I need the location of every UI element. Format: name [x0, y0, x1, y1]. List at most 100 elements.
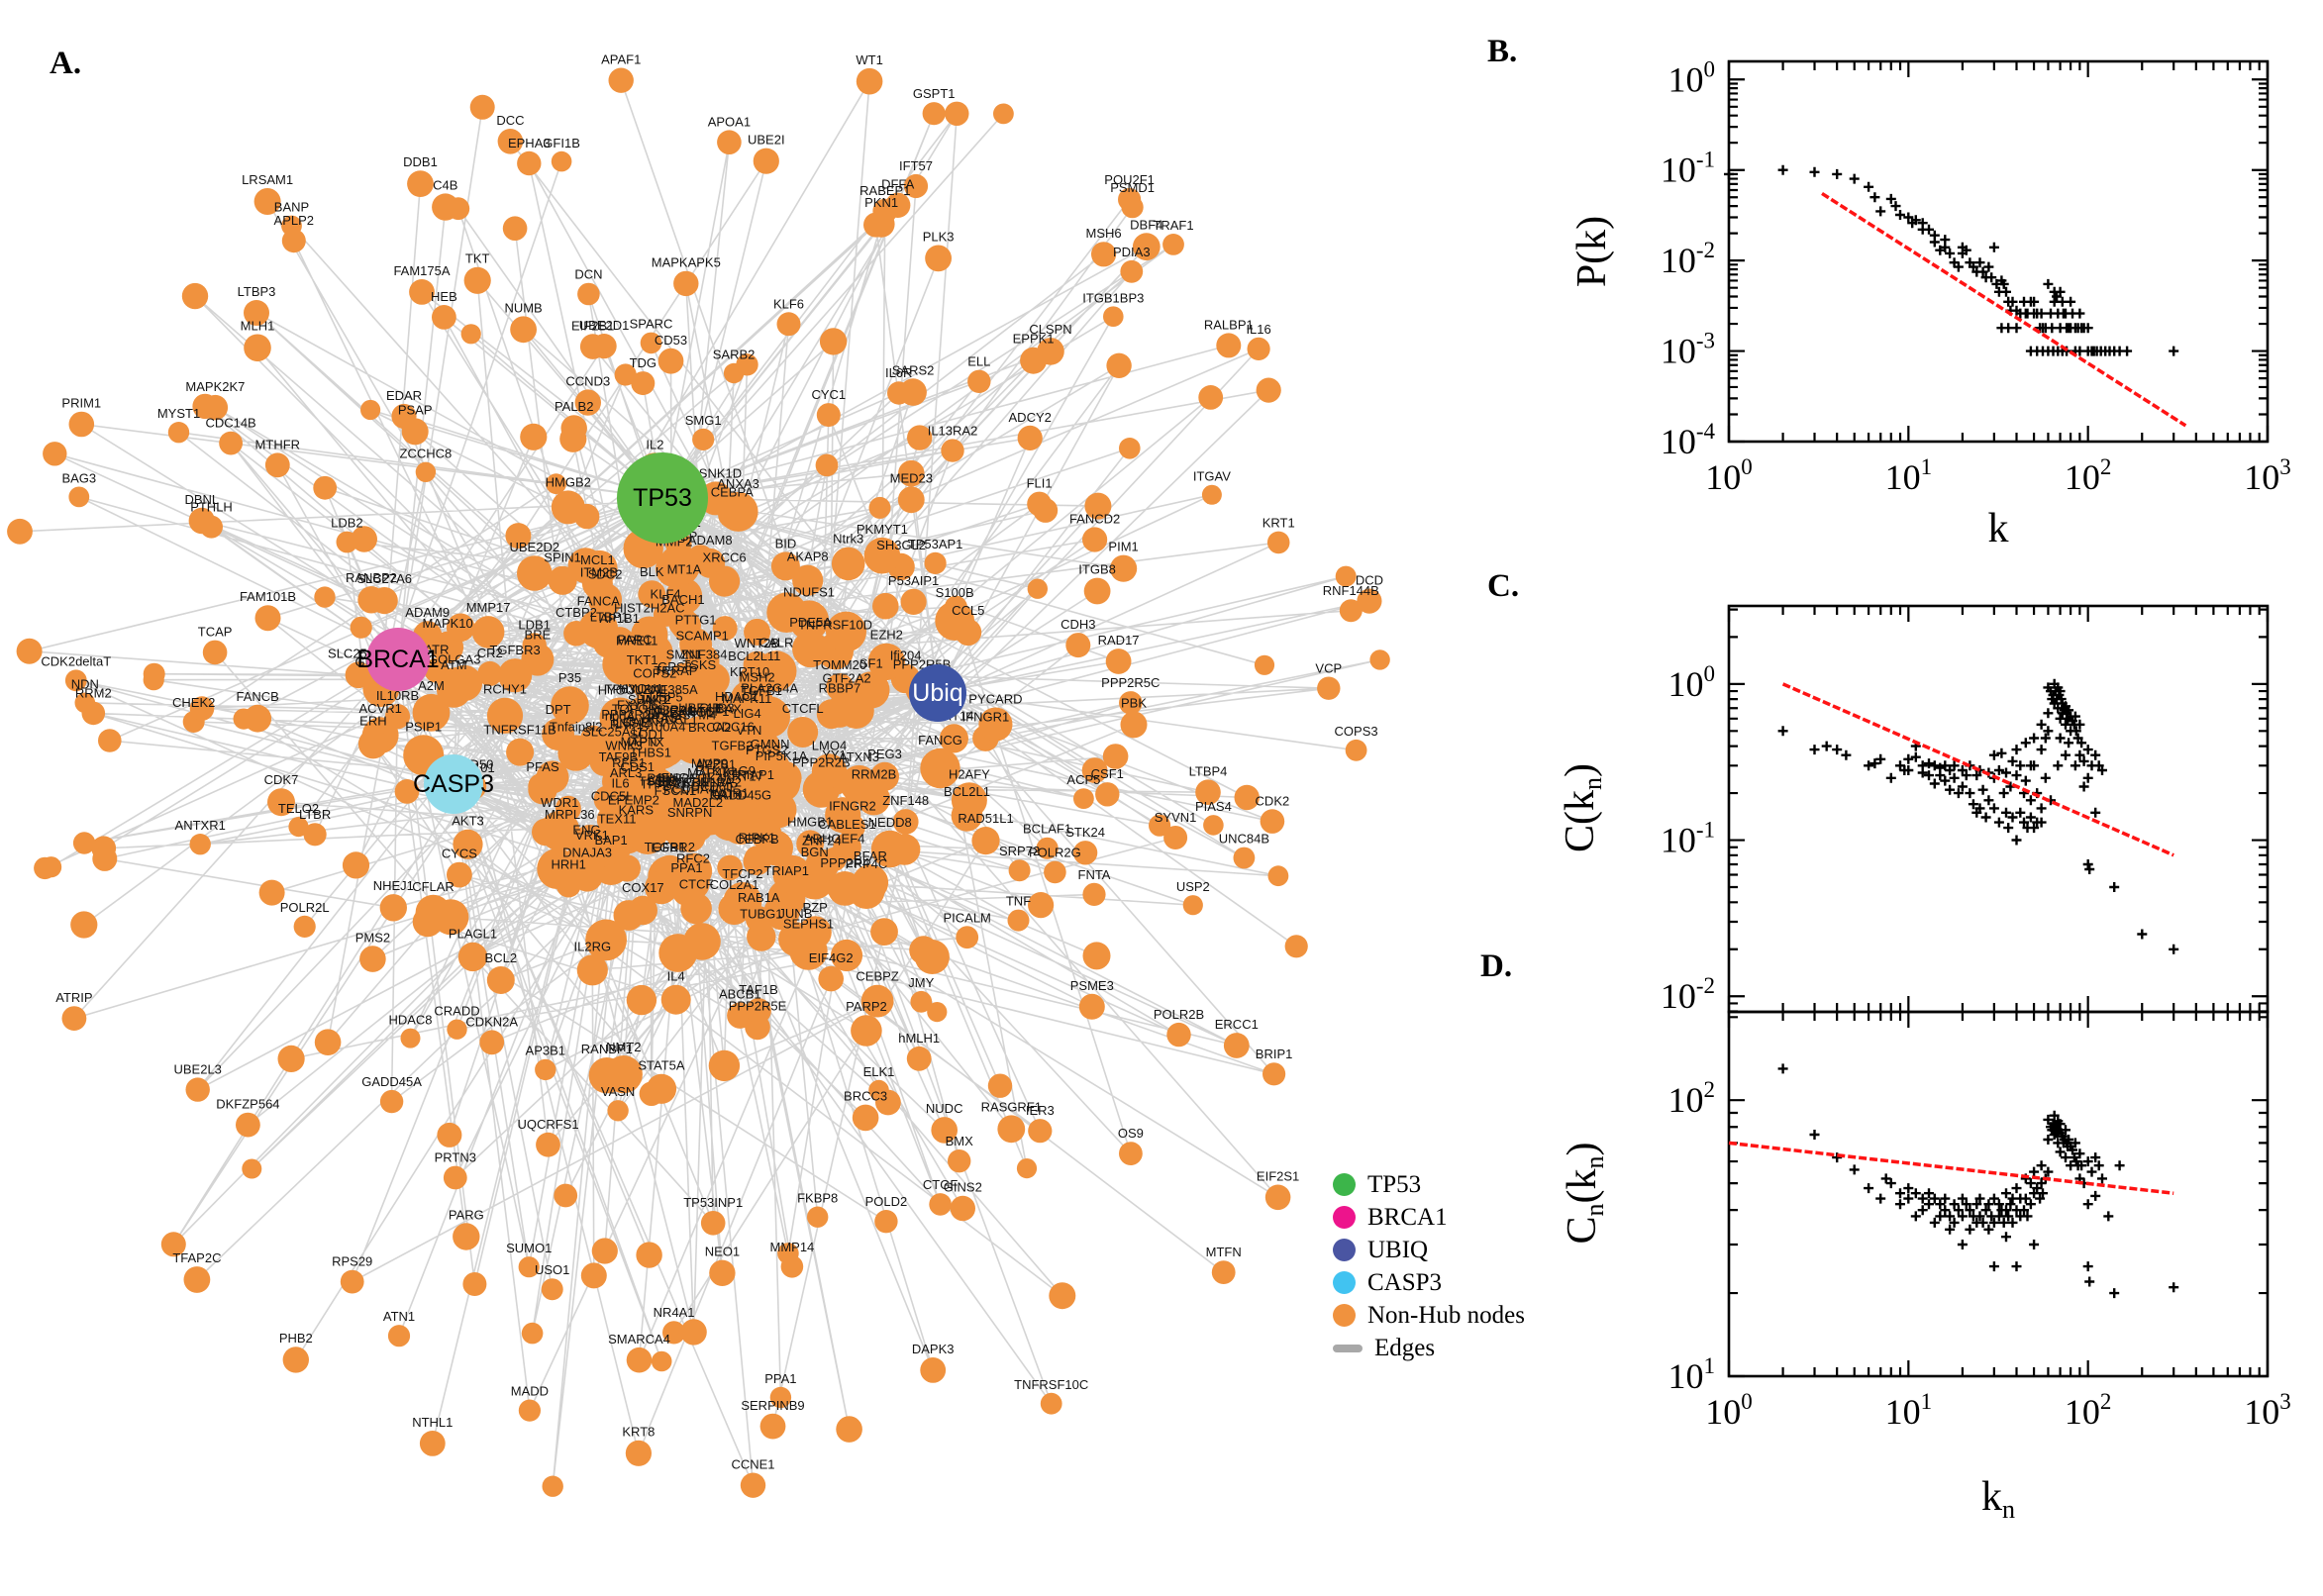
legend: TP53 BRCA1 UBIQ CASP3 Non-Hub nodes Edge…	[1333, 1168, 1525, 1364]
node-label: BAX	[716, 702, 742, 717]
node-label: LMO4	[812, 738, 847, 752]
node-label: IFNGR2	[829, 799, 876, 814]
network-node	[816, 403, 841, 428]
axis-label-k-text: k	[1987, 506, 2009, 551]
node-label: RBBP7	[819, 681, 861, 696]
network-node	[870, 918, 898, 946]
network-node	[517, 555, 553, 591]
node-label: TFCP2	[722, 866, 762, 881]
network-hubs: TP53 BRCA1 Ubiq CASP3	[356, 452, 966, 814]
network-node	[1121, 196, 1144, 219]
network-node	[813, 760, 843, 789]
network-node	[1065, 633, 1091, 658]
network-node	[559, 425, 587, 452]
network-node	[1262, 1062, 1286, 1086]
node-label: PMS2	[355, 930, 390, 945]
network-node	[189, 834, 211, 855]
network-node	[634, 632, 658, 656]
network-node	[432, 305, 456, 330]
node-label: FSCN1	[655, 783, 697, 798]
network-node	[700, 1211, 726, 1236]
network-node	[815, 453, 839, 477]
node-label: S100A4	[640, 720, 685, 735]
network-node	[357, 729, 388, 759]
network-node	[357, 586, 385, 614]
node-label: DCN	[574, 267, 602, 282]
node-label: TKT1	[627, 652, 658, 667]
network-node	[1201, 484, 1222, 505]
node-label: CCL1	[664, 713, 697, 728]
network-node	[692, 428, 715, 450]
network-node	[704, 761, 742, 799]
tp53-dot-icon	[1333, 1173, 1356, 1196]
network-node	[61, 1006, 87, 1031]
axis-tick-label: 10-2	[1661, 973, 1715, 1016]
network-node	[462, 1272, 487, 1296]
node-label: P53AIP1	[888, 573, 939, 588]
network-node	[313, 475, 338, 500]
node-label: KRT1	[1262, 516, 1295, 531]
network-node	[463, 266, 491, 294]
network-node	[887, 381, 911, 405]
node-label: TGFB2	[712, 738, 754, 752]
node-label: TGFBR2	[645, 840, 695, 854]
node-label: TGFBR3	[489, 643, 540, 657]
scatter-points	[1777, 678, 2179, 954]
node-label: PTTG1	[675, 612, 717, 627]
network-node	[739, 663, 770, 695]
network-node	[528, 772, 555, 800]
network-node	[202, 640, 228, 665]
node-label: ANTXR1	[175, 818, 226, 833]
axis-tick-label: 10-2	[1661, 238, 1715, 280]
network-node	[1044, 860, 1066, 884]
node-label: RALBP1	[1204, 318, 1254, 333]
network-node	[479, 1030, 505, 1055]
axis-tick-label: 10-3	[1661, 329, 1715, 371]
node-label: SCAMP1	[675, 629, 728, 644]
node-label: TAF1B	[739, 982, 778, 997]
network-node	[950, 1195, 975, 1222]
network-node	[74, 692, 96, 714]
network-node	[657, 348, 684, 374]
node-label: TSKS	[682, 657, 716, 672]
node-label: NDN	[71, 677, 99, 692]
axis-tick-label: 103	[2244, 454, 2291, 497]
node-label: SF1	[859, 655, 883, 670]
node-label: MYST1	[157, 406, 200, 421]
network-node	[554, 1183, 578, 1208]
network-node	[626, 1347, 653, 1373]
network-node	[457, 942, 488, 972]
node-label: EIF4G2	[809, 950, 854, 965]
node-label: BANP	[274, 200, 309, 215]
node-label: GTF2A2	[823, 670, 871, 685]
network-node	[825, 797, 861, 834]
network-node	[927, 1002, 948, 1023]
node-label: VCP	[1315, 661, 1342, 676]
network-node	[671, 675, 702, 706]
hub-node-brca1	[366, 628, 430, 691]
network-node	[1120, 259, 1144, 283]
node-label: AP3B1	[526, 1044, 565, 1058]
network-node	[613, 854, 642, 882]
node-label: IL6ST	[612, 716, 647, 731]
panel-b-plot: 100 101 102 103 100 10-1 10-2 10-3 10-4	[1661, 56, 2291, 497]
network-node	[863, 537, 901, 574]
node-label: CDK2deltaT	[41, 653, 111, 668]
hub-node-ubiq	[909, 664, 966, 722]
network-node	[1033, 498, 1059, 523]
node-label: PBK	[1121, 695, 1147, 710]
node-label: XRCC6	[703, 549, 747, 564]
network-node	[1119, 438, 1141, 459]
node-label: RRM2B	[852, 766, 897, 781]
fit-line	[1728, 1141, 2174, 1195]
node-label: TKT	[465, 251, 490, 266]
node-label: ZNF385A	[643, 682, 698, 697]
network-node	[1095, 782, 1120, 807]
node-label: GOLGA3	[428, 652, 480, 667]
node-label: RFC2	[676, 851, 710, 866]
network-node	[70, 911, 98, 939]
node-label: ATR	[424, 643, 449, 657]
node-label: SMG1	[685, 413, 722, 428]
network-node	[200, 515, 223, 539]
node-label: PLK3	[923, 230, 955, 245]
